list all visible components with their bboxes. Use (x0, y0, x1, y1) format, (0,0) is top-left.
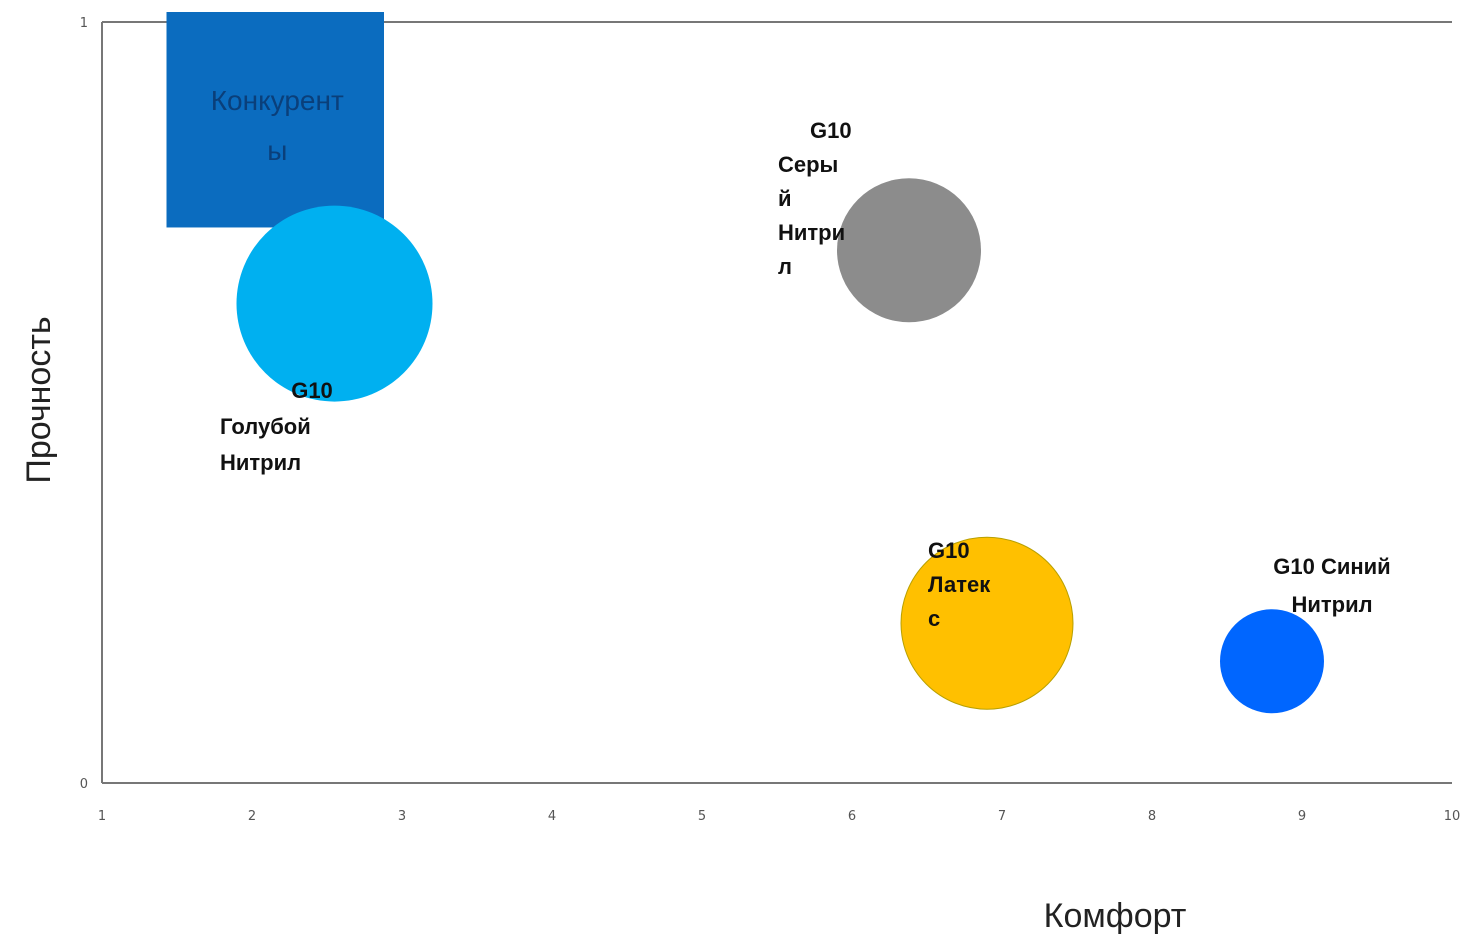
competitors-rect (166, 12, 384, 228)
bubble-label: й (778, 186, 792, 211)
x-tick-label: 2 (248, 809, 256, 824)
bubble-label: с (928, 606, 940, 631)
competitors-label: ы (267, 135, 287, 166)
plot-area: 1 2 3 4 5 6 7 8 9 1001КонкурентыG10ГолубойНитрилG… (80, 12, 1461, 824)
bubble-point (900, 536, 1074, 710)
bubble-point (1220, 609, 1324, 714)
bubble-point (837, 178, 981, 323)
bubble-label: G10 (928, 538, 970, 563)
bubble-label: Нитрил (1291, 592, 1372, 617)
y-axis-title: Прочность (20, 316, 58, 483)
x-tick-label: 6 (848, 809, 856, 824)
x-tick-label: 7 (998, 809, 1006, 824)
y-tick-label: 0 (80, 777, 88, 792)
x-tick-label: 5 (698, 809, 706, 824)
bubble-label: Нитри (778, 220, 845, 245)
x-axis-title: Комфорт (1044, 897, 1187, 935)
competitors-label: Конкурент (211, 85, 344, 116)
x-tick-label: 4 (548, 809, 556, 824)
bubble-label: Серы (778, 152, 838, 177)
bubble-label: Нитрил (220, 450, 301, 475)
bubble-point (236, 205, 433, 402)
x-tick-label: 8 (1148, 809, 1156, 824)
x-tick-label: 9 (1298, 809, 1306, 824)
x-tick-label: 3 (398, 809, 406, 824)
y-tick-label: 1 (80, 16, 88, 31)
bubble-label: G10 Синий (1273, 554, 1390, 579)
bubble-label: Голубой (220, 414, 311, 439)
bubble-label: G10 (810, 118, 852, 143)
x-tick-label: 10 (1444, 809, 1461, 824)
bubble-label: G10 (291, 378, 333, 403)
bubble-label: Латек (928, 572, 991, 597)
bubble-label: л (778, 254, 792, 279)
x-tick-label: 1 (98, 809, 106, 824)
